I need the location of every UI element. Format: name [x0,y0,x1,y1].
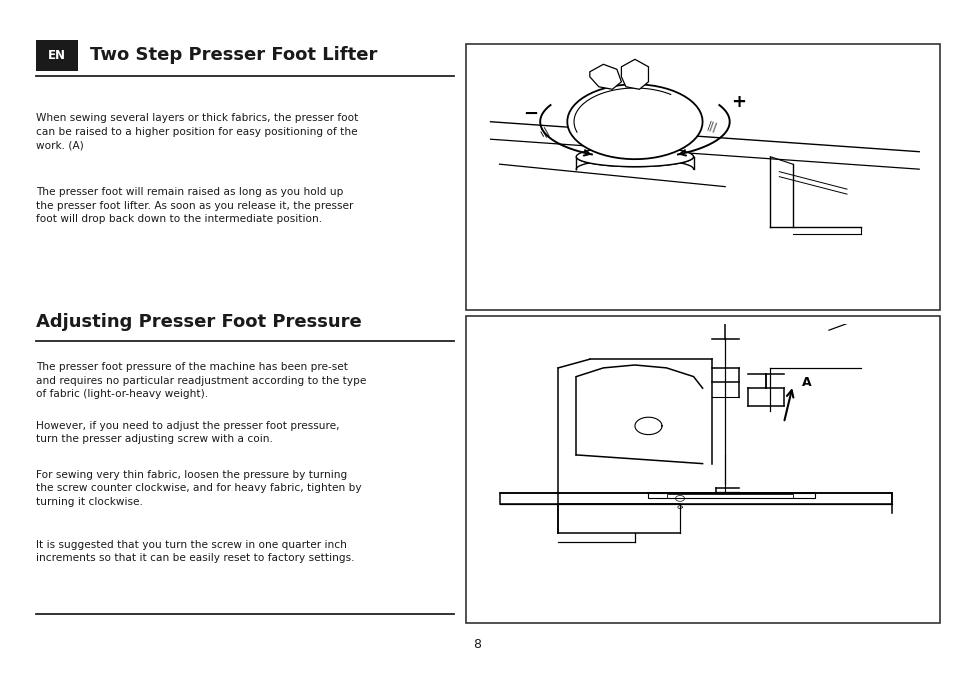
Text: When sewing several layers or thick fabrics, the presser foot
can be raised to a: When sewing several layers or thick fabr… [36,113,358,150]
Polygon shape [567,84,701,160]
Text: Two Step Presser Foot Lifter: Two Step Presser Foot Lifter [90,46,376,64]
Text: +: + [730,93,745,111]
Polygon shape [620,59,648,90]
FancyBboxPatch shape [465,316,939,623]
Text: EN: EN [49,48,66,62]
Text: Adjusting Presser Foot Pressure: Adjusting Presser Foot Pressure [36,313,361,330]
Polygon shape [499,493,891,504]
FancyBboxPatch shape [36,40,78,71]
Text: |||: ||| [704,120,718,133]
Bar [666,494,792,499]
Text: It is suggested that you turn the screw in one quarter inch
increments so that i: It is suggested that you turn the screw … [36,540,355,563]
Text: −: − [523,105,538,123]
Text: For sewing very thin fabric, loosen the pressure by turning
the screw counter cl: For sewing very thin fabric, loosen the … [36,470,361,507]
Text: 8: 8 [473,638,480,651]
Text: The presser foot will remain raised as long as you hold up
the presser foot lift: The presser foot will remain raised as l… [36,187,354,224]
Polygon shape [589,65,620,90]
Text: ı||: ı|| [537,125,551,139]
FancyBboxPatch shape [465,44,939,310]
Bar [648,493,815,499]
Text: However, if you need to adjust the presser foot pressure,
turn the presser adjus: However, if you need to adjust the press… [36,421,339,444]
Polygon shape [576,147,693,167]
Text: The presser foot pressure of the machine has been pre-set
and requires no partic: The presser foot pressure of the machine… [36,362,366,399]
Text: A: A [801,376,811,389]
